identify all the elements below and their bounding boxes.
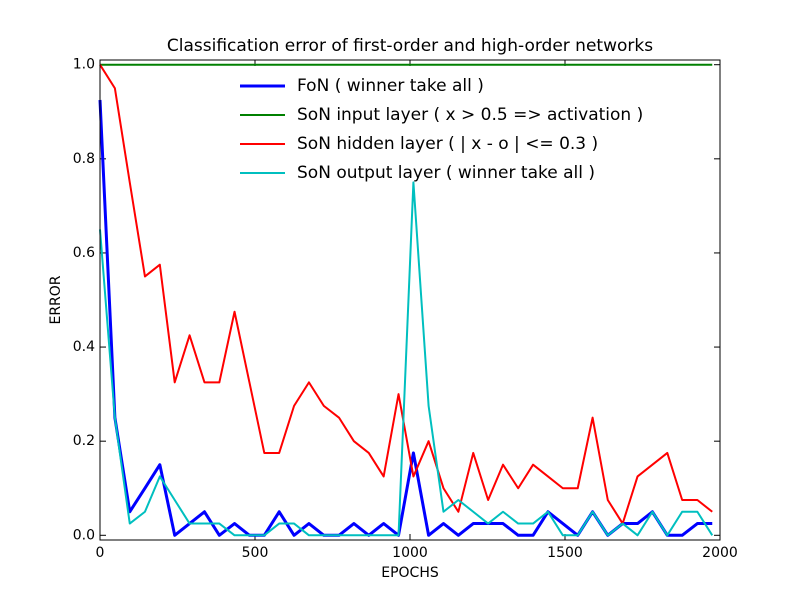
chart-title: Classification error of first-order and … bbox=[167, 36, 653, 56]
legend-label: SoN hidden layer ( | x - o | <= 0.3 ) bbox=[297, 134, 598, 154]
y-axis-label: ERROR bbox=[48, 275, 64, 324]
legend-label: FoN ( winner take all ) bbox=[297, 76, 484, 96]
legend-label: SoN input layer ( x > 0.5 => activation … bbox=[297, 105, 643, 125]
plot-frame bbox=[99, 59, 721, 541]
y-tick-label: 1.0 bbox=[73, 57, 95, 73]
x-tick-label: 2000 bbox=[702, 545, 738, 561]
line-series bbox=[99, 64, 713, 525]
legend-label: SoN output layer ( winner take all ) bbox=[297, 163, 595, 183]
y-tick-label: 0.4 bbox=[73, 339, 95, 355]
x-tick-label: 500 bbox=[242, 545, 269, 561]
y-tick-label: 0.8 bbox=[73, 151, 95, 167]
x-tick-label: 1000 bbox=[392, 545, 428, 561]
y-tick-label: 0.2 bbox=[73, 433, 95, 449]
y-tick-label: 0.0 bbox=[73, 527, 95, 543]
x-tick-label: 0 bbox=[96, 545, 105, 561]
x-axis-label: EPOCHS bbox=[381, 565, 439, 581]
x-tick-label: 1500 bbox=[547, 545, 583, 561]
y-tick-label: 0.6 bbox=[73, 245, 95, 261]
line-series bbox=[99, 181, 714, 537]
